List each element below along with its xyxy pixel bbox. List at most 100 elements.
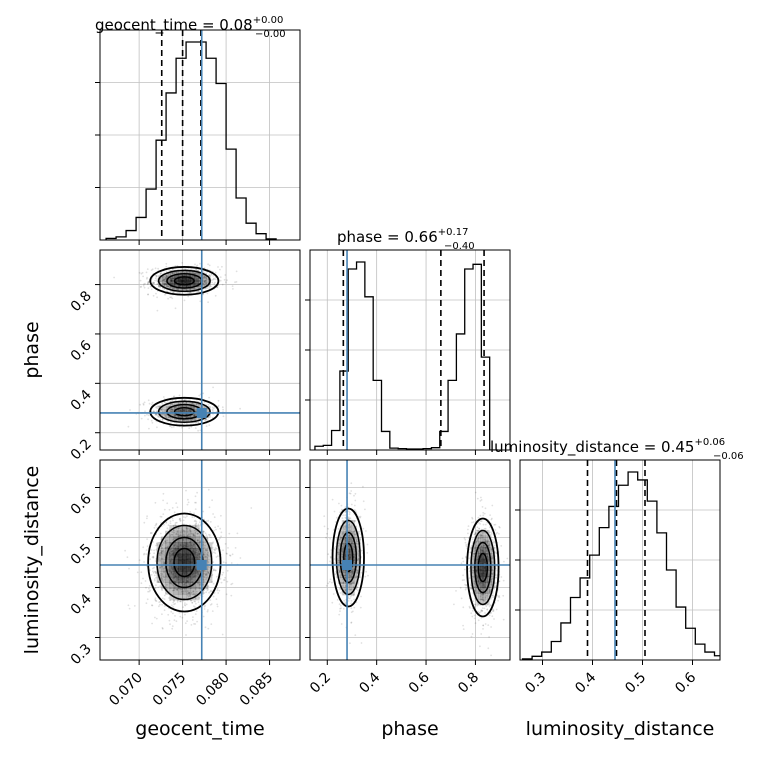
dist-vs-time-sample-point [149, 591, 151, 593]
dist-vs-time-sample-point [162, 598, 164, 600]
dist-vs-phase-sample-point [478, 522, 480, 524]
dist-vs-time-density-cell [178, 589, 183, 595]
dist-vs-time-sample-point [227, 570, 229, 572]
xlabel-geocent-time: geocent_time [135, 718, 264, 740]
dist-vs-phase-sample-point [482, 607, 484, 609]
dist-vs-time-sample-point [134, 605, 136, 607]
phase-vs-time-sample-point [209, 287, 211, 289]
dist-vs-time-density-cell [186, 554, 191, 560]
dist-vs-phase-sample-point [338, 528, 340, 530]
dist-vs-time-sample-point [143, 553, 145, 555]
dist-vs-time-sample-point [219, 537, 221, 539]
phase-vs-time-ytick-label: 0.8 [68, 288, 95, 315]
dist-vs-time-sample-point [192, 619, 194, 621]
dist-vs-phase-sample-point [469, 606, 471, 608]
dist-vs-phase-sample-point [357, 589, 359, 591]
phase-vs-time-sample-point [167, 298, 169, 300]
dist-vs-phase-sample-point [471, 616, 473, 618]
dist-vs-phase-density-cell [491, 576, 493, 582]
dist-vs-time-density-cell [178, 565, 183, 571]
phase-vs-time-sample-point [199, 300, 201, 302]
dist-vs-time-sample-point [180, 520, 182, 522]
phase-vs-time-sample-point [171, 427, 173, 429]
phase-vs-time-sample-point [166, 270, 168, 272]
dist-vs-phase-sample-point [495, 566, 497, 568]
panel-phase-hist [305, 250, 510, 455]
dist-vs-time-sample-point [209, 536, 211, 538]
dist-vs-phase-xtick-label: 0.6 [406, 669, 433, 696]
dist-vs-phase-sample-point [337, 599, 339, 601]
dist-vs-phase-sample-point [324, 526, 326, 528]
dist-vs-phase-sample-point [485, 524, 487, 526]
phase-vs-time-sample-point [163, 396, 165, 398]
phase-vs-time-sample-point [173, 395, 175, 397]
dist-vs-time-density-cell [161, 565, 166, 571]
phase-vs-time-sample-point [148, 414, 150, 416]
dist-vs-phase-sample-point [491, 519, 493, 521]
dist-vs-time-sample-point [177, 601, 179, 603]
dist-vs-phase-density-cell [482, 536, 484, 542]
dist-vs-time-sample-point [195, 495, 197, 497]
dist-vs-phase-xtick-label: 0.4 [356, 669, 383, 696]
dist-vs-time-truth-marker [197, 560, 207, 570]
dist-vs-phase-sample-point [342, 517, 344, 519]
phase-vs-time-sample-point [212, 275, 214, 277]
dist-vs-time-sample-point [232, 583, 234, 585]
dist-vs-time-sample-point [170, 520, 172, 522]
phase-vs-time-sample-point [199, 263, 201, 265]
dist-vs-phase-sample-point [339, 603, 341, 605]
dist-vs-phase-density-cell [480, 594, 482, 600]
dist-vs-time-sample-point [151, 574, 153, 576]
dist-vs-time-sample-point [169, 620, 171, 622]
dist-vs-time-sample-point [127, 556, 129, 558]
dist-vs-phase-sample-point [331, 602, 333, 604]
dist-hist-xtick-label: 0.4 [572, 669, 599, 696]
dist-vs-phase-sample-point [500, 545, 502, 547]
dist-vs-phase-sample-point [489, 606, 491, 608]
dist-vs-time-density-cell [182, 554, 187, 560]
dist-vs-phase-sample-point [480, 633, 482, 635]
dist-vs-time-sample-point [186, 620, 188, 622]
dist-vs-phase-sample-point [493, 540, 495, 542]
dist-vs-time-density-cell [161, 571, 166, 577]
dist-vs-phase-sample-point [496, 609, 498, 611]
dist-vs-phase-sample-point [329, 561, 331, 563]
phase-vs-time-sample-point [164, 402, 166, 404]
dist-vs-time-sample-point [157, 587, 159, 589]
dist-vs-time-density-cell [174, 542, 179, 548]
dist-vs-time-sample-point [226, 581, 228, 583]
dist-vs-phase-density-cell [480, 570, 482, 576]
dist-vs-time-sample-point [172, 602, 174, 604]
phase-vs-time-sample-point [236, 271, 238, 273]
phase-vs-time-ytick-label: 0.2 [68, 436, 95, 463]
dist-vs-time-sample-point [213, 570, 215, 572]
dist-vs-time-sample-point [184, 602, 186, 604]
phase-vs-time-sample-point [169, 426, 171, 428]
dist-vs-time-sample-point [227, 547, 229, 549]
phase-vs-time-sample-point [129, 409, 131, 411]
dist-vs-time-sample-point [216, 576, 218, 578]
dist-vs-phase-sample-point [350, 603, 352, 605]
dist-vs-time-sample-point [140, 571, 142, 573]
dist-vs-time-sample-point [204, 608, 206, 610]
phase-vs-time-sample-point [146, 277, 148, 279]
dist-vs-time-sample-point [193, 601, 195, 603]
phase-vs-time-sample-point [152, 282, 154, 284]
dist-vs-time-sample-point [182, 617, 184, 619]
dist-vs-time-sample-point [218, 539, 220, 541]
dist-vs-time-density-cell [165, 583, 170, 589]
phase-vs-time-sample-point [186, 423, 188, 425]
dist-vs-time-sample-point [187, 504, 189, 506]
dist-vs-phase-sample-point [472, 600, 474, 602]
phase-vs-time-sample-point [148, 287, 150, 289]
dist-vs-phase-density-cell [349, 549, 351, 555]
dist-vs-time-density-cell [191, 531, 196, 537]
phase-vs-time-sample-point [156, 407, 158, 409]
dist-vs-phase-sample-point [484, 513, 486, 515]
phase-vs-time-sample-point [173, 426, 175, 428]
dist-vs-phase-sample-point [465, 589, 467, 591]
dist-vs-time-sample-point [196, 492, 198, 494]
phase-vs-time-sample-point [140, 280, 142, 282]
dist-vs-time-sample-point [221, 532, 223, 534]
dist-vs-phase-sample-point [472, 538, 474, 540]
